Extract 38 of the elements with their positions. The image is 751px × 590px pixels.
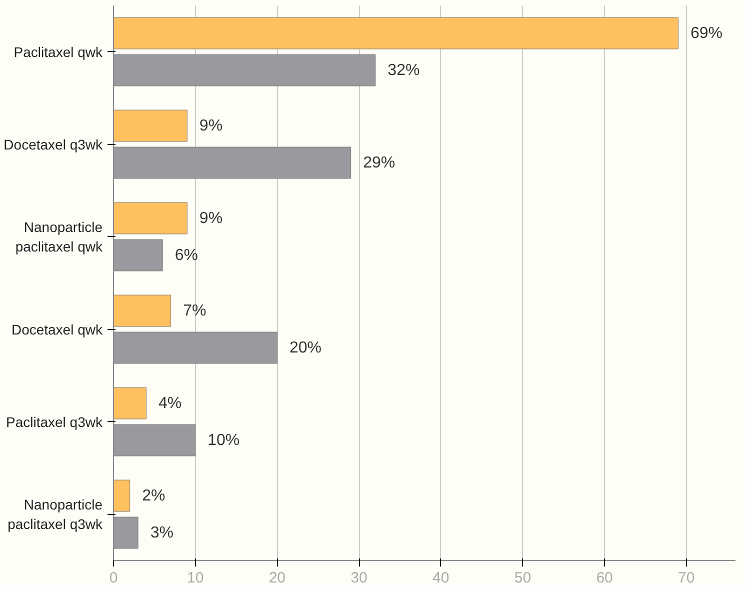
x-tick-label: 40 — [432, 570, 450, 586]
x-tick-label: 0 — [109, 570, 118, 586]
bar — [114, 424, 196, 456]
x-tick-label: 50 — [514, 570, 532, 586]
bar — [114, 146, 352, 179]
data-label: 29% — [363, 154, 396, 172]
y-tick-label: Nanoparticle paclitaxel qwk — [15, 219, 104, 254]
bar — [114, 332, 278, 364]
data-label: 32% — [388, 62, 420, 79]
data-label: 9% — [199, 117, 223, 134]
data-label: 20% — [289, 339, 322, 356]
bar — [114, 54, 376, 86]
bar — [114, 202, 188, 234]
data-label: 2% — [142, 487, 166, 504]
data-label: 7% — [183, 302, 206, 320]
x-tick-label: 70 — [678, 570, 695, 586]
bar — [114, 239, 163, 272]
data-label: 4% — [158, 394, 182, 412]
x-tick-label: 60 — [596, 570, 613, 586]
bar — [114, 480, 130, 512]
x-tick-label: 30 — [350, 570, 368, 586]
bar — [114, 294, 172, 327]
y-tick-label: Nanoparticle paclitaxel q3wk — [8, 496, 104, 532]
y-tick-label: Docetaxel q3wk — [4, 136, 104, 152]
data-label: 9% — [199, 210, 223, 227]
bar — [114, 516, 138, 549]
bar — [114, 387, 146, 420]
y-tick-label: Paclitaxel q3wk — [6, 414, 104, 430]
data-label: 69% — [690, 24, 723, 42]
bar — [114, 110, 188, 142]
bar — [114, 17, 678, 50]
x-tick-label: 10 — [187, 570, 204, 586]
data-label: 6% — [174, 246, 198, 264]
y-tick-label: Paclitaxel qwk — [14, 44, 104, 60]
data-label: 3% — [150, 524, 174, 542]
y-tick-label: Docetaxel qwk — [11, 321, 104, 338]
data-label: 10% — [208, 432, 240, 449]
x-tick-label: 20 — [268, 570, 286, 586]
